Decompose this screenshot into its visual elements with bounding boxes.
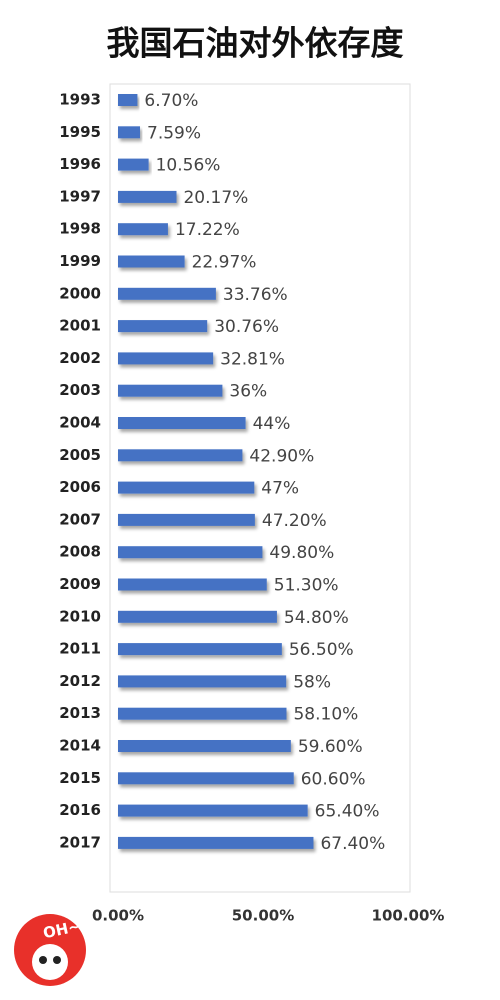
y-tick-label: 2015	[59, 769, 101, 787]
value-label: 47%	[261, 479, 299, 499]
y-tick-label: 2006	[59, 478, 101, 496]
y-tick-label: 2003	[59, 381, 101, 399]
y-tick-label: 1998	[59, 220, 101, 238]
value-label: 17.22%	[175, 220, 240, 240]
logo-eye	[53, 956, 61, 964]
value-label: 20.17%	[183, 188, 248, 208]
value-label: 58%	[293, 672, 331, 692]
value-label: 10.56%	[156, 156, 221, 176]
bar	[118, 352, 214, 365]
bar	[118, 255, 185, 268]
bar	[118, 578, 267, 591]
y-tick-label: 2014	[59, 737, 101, 755]
chart-title: 我国石油对外依存度	[107, 24, 404, 63]
value-label: 44%	[253, 414, 291, 434]
value-label: 22.97%	[192, 253, 257, 273]
value-label: 32.81%	[220, 349, 285, 369]
y-tick-label: 2016	[59, 801, 101, 819]
x-tick-label: 50.00%	[232, 907, 294, 925]
y-tick-label: 2004	[59, 414, 101, 432]
value-label: 42.90%	[249, 446, 314, 466]
bar	[118, 481, 255, 494]
value-label: 6.70%	[144, 91, 198, 111]
bar	[118, 417, 246, 429]
value-label: 47.20%	[262, 511, 327, 531]
value-label: 65.40%	[315, 802, 380, 822]
bar	[118, 223, 168, 236]
y-tick-label: 2013	[59, 704, 101, 722]
value-label: 59.60%	[298, 737, 363, 757]
bar	[118, 126, 141, 139]
bar	[118, 513, 255, 526]
value-label: 67.40%	[320, 834, 385, 854]
bar	[118, 610, 277, 623]
bar	[118, 158, 149, 171]
y-tick-label: 2000	[59, 284, 101, 302]
bar	[118, 643, 282, 656]
value-label: 58.10%	[293, 705, 358, 725]
bar	[118, 675, 287, 688]
value-label: 36%	[229, 382, 267, 402]
value-label: 7.59%	[147, 123, 201, 143]
bar	[118, 94, 138, 106]
logo-eye	[39, 956, 47, 964]
bar	[118, 320, 208, 333]
y-tick-label: 2009	[59, 575, 101, 593]
bar	[118, 707, 287, 720]
y-tick-label: 1997	[59, 187, 101, 205]
value-label: 49.80%	[269, 543, 334, 563]
y-tick-label: 2010	[59, 607, 101, 625]
y-tick-label: 1993	[59, 91, 101, 109]
y-tick-label: 1999	[59, 252, 101, 270]
bar	[118, 384, 223, 397]
logo-face	[32, 944, 68, 980]
x-tick-label: 0.00%	[92, 907, 144, 925]
y-tick-label: 1995	[59, 123, 101, 141]
bar	[118, 772, 294, 785]
value-label: 60.60%	[301, 769, 366, 789]
bar	[118, 740, 291, 752]
y-tick-label: 2011	[59, 640, 101, 658]
y-tick-label: 2002	[59, 349, 101, 367]
value-label: 33.76%	[223, 285, 288, 305]
bar	[118, 287, 216, 300]
x-tick-label: 100.00%	[372, 907, 445, 925]
logo: OH~	[14, 914, 86, 986]
y-tick-label: 2012	[59, 672, 101, 690]
y-tick-label: 1996	[59, 155, 101, 173]
value-label: 51.30%	[274, 576, 339, 596]
y-tick-label: 2005	[59, 446, 101, 464]
y-tick-label: 2008	[59, 543, 101, 561]
bar	[118, 836, 314, 849]
bar	[118, 449, 243, 462]
plot-frame	[109, 83, 411, 893]
y-tick-label: 2007	[59, 510, 101, 528]
bar	[118, 804, 308, 817]
value-label: 54.80%	[284, 608, 349, 628]
value-label: 30.76%	[214, 317, 279, 337]
y-tick-label: 2017	[59, 833, 101, 851]
y-tick-label: 2001	[59, 317, 101, 335]
bar	[118, 190, 177, 203]
bar	[118, 546, 263, 559]
value-label: 56.50%	[289, 640, 354, 660]
